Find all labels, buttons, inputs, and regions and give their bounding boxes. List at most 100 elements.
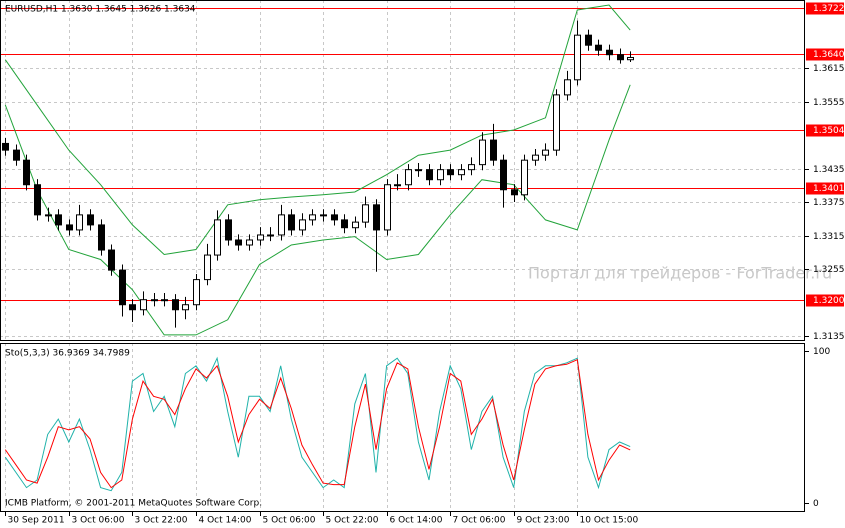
candle-body [341,219,348,229]
upper-band [4,4,631,256]
candle-body [309,214,316,221]
grid-layer [0,0,805,512]
candle-body [574,34,581,81]
oscillator-title: Sto(5,3,3) 36.9369 34.7989 [5,349,130,359]
candle-body [257,234,264,241]
candle-body [606,49,613,56]
x-tick-label: 5 Oct 06:00 [263,516,316,526]
x-tick-label: 7 Oct 06:00 [453,516,506,526]
candle-body [288,214,295,231]
candle-body [500,159,507,191]
y-tick-label: 0 [813,499,819,509]
y-tick-label: 1.3615 [813,64,845,74]
copyright: ICMB Platform, © 2001-2011 MetaQuotes So… [5,499,262,509]
x-tick-label: 10 Oct 15:00 [580,516,639,526]
candle-body [193,279,200,306]
candle-body [278,214,285,236]
y-tick-label: 100 [813,347,830,357]
candle-body [415,169,422,172]
candle-body [595,44,602,51]
chart-title: EURUSD,H1 1.3630 1.3645 1.3626 1.3634 [5,5,196,15]
level-label-box [806,294,844,307]
candle-body [98,224,105,251]
level-label: 1.3640 [813,50,845,60]
candle-body [182,304,189,311]
y-tick-label: 1.3435 [813,165,845,175]
candle-body [627,56,634,61]
candle-body [542,149,549,156]
candle-body [331,214,338,221]
candle-body [119,269,126,306]
plot-layer [2,4,634,492]
x-tick-label: 4 Oct 14:00 [199,516,252,526]
candle-body [490,139,497,161]
main-frame [0,0,805,341]
candle-body [447,169,454,176]
level-label-box [806,124,844,137]
level-label: 1.3200 [813,296,845,306]
y-tick-label: 1.3375 [813,198,845,208]
candle-body [468,164,475,171]
candle-body [23,159,30,186]
candle-body [426,169,433,181]
level-label: 1.3504 [813,126,845,136]
x-tick-label: 6 Oct 14:00 [390,516,443,526]
candle-body [108,249,115,271]
candle-body [511,189,518,196]
level-label: 1.3401 [813,184,845,194]
level-label: 1.3722 [813,4,845,14]
candle-body [320,214,327,217]
y-tick-label: 1.3315 [813,232,845,242]
candle-body [214,219,221,256]
candle-body [521,159,528,196]
candle-body [161,299,168,302]
x-tick-label: 30 Sep 2011 [8,516,65,526]
oscillator-line [4,358,631,489]
candle-body [394,184,401,187]
candle-body [532,154,539,161]
candle-body [140,299,147,311]
candle-body [204,254,211,281]
candle-body [246,239,253,246]
level-label-box [806,48,844,61]
candle-body [235,239,242,246]
level-label-box [806,182,844,195]
candle-body [66,224,73,231]
candle-body [87,214,94,226]
candle-body [55,214,62,226]
candle-body [458,169,465,176]
x-tick-label: 3 Oct 06:00 [72,516,125,526]
candle-body [373,204,380,231]
candle-body [45,214,52,217]
candle-body [299,219,306,231]
candle-body [76,214,83,231]
candle-body [13,149,20,161]
y-tick-label: 1.3135 [813,332,845,342]
candle-body [362,204,369,223]
candle-body [225,219,232,241]
candle-body [479,139,486,166]
candle-body [384,184,391,231]
candle-body [352,221,359,229]
x-tick-label: 9 Oct 23:00 [517,516,570,526]
candle-body [585,34,592,46]
x-tick-label: 5 Oct 22:00 [326,516,379,526]
y-tick-label: 1.3555 [813,98,845,108]
candle-body [617,54,624,61]
candle-body [151,299,158,302]
x-tick-label: 3 Oct 22:00 [135,516,188,526]
candle-body [267,234,274,237]
y-tick-label: 1.3255 [813,265,845,275]
oscillator-frame [0,343,805,512]
candle-body [437,169,444,181]
candle-body [564,79,571,96]
candle-body [172,299,179,311]
oscillator-line [4,356,631,492]
watermark: Портал для трейдеров - ForTrader.ru [528,264,832,283]
candle-body [129,304,136,311]
candle-body [553,94,560,151]
level-label-box [806,2,844,15]
